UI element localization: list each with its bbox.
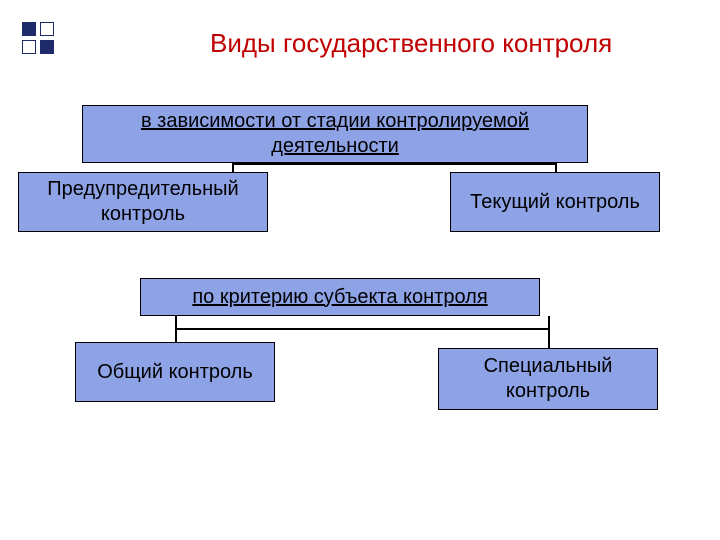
group2-child-left-text: Общий контроль (97, 360, 253, 385)
group1-child-left: Предупредительный контроль (18, 172, 268, 232)
group1-child-right-text: Текущий контроль (470, 190, 640, 215)
corner-bullet (40, 40, 54, 54)
group1-child-right: Текущий контроль (450, 172, 660, 232)
group2-child-right: Специальный контроль (438, 348, 658, 410)
connector (548, 316, 550, 350)
slide-title: Виды государственного контроля (210, 28, 612, 59)
corner-bullet (22, 22, 36, 36)
connector (175, 316, 177, 344)
group2-header: по критерию субъекта контроля (140, 278, 540, 316)
group2-child-right-text: Специальный контроль (447, 354, 649, 404)
corner-bullet (22, 40, 36, 54)
group2-child-left: Общий контроль (75, 342, 275, 402)
connector (175, 328, 550, 330)
group2-header-text: по критерию субъекта контроля (192, 285, 487, 310)
group1-header-text: в зависимости от стадии контролируемой д… (91, 109, 579, 159)
connector (232, 163, 557, 165)
corner-bullet (40, 22, 54, 36)
group1-header: в зависимости от стадии контролируемой д… (82, 105, 588, 163)
group1-child-left-text: Предупредительный контроль (27, 177, 259, 227)
